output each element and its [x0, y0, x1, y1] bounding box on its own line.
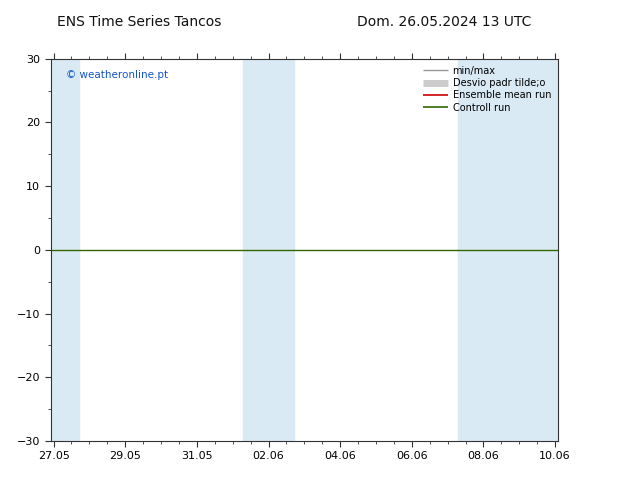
Text: ENS Time Series Tancos: ENS Time Series Tancos: [57, 15, 222, 29]
Text: Dom. 26.05.2024 13 UTC: Dom. 26.05.2024 13 UTC: [356, 15, 531, 29]
Bar: [458, 59, 483, 441]
Legend: min/max, Desvio padr tilde;o, Ensemble mean run, Controll run: min/max, Desvio padr tilde;o, Ensemble m…: [422, 64, 553, 115]
Bar: [51, 59, 79, 441]
Text: © weatheronline.pt: © weatheronline.pt: [66, 70, 168, 80]
Bar: [243, 59, 269, 441]
Bar: [269, 59, 294, 441]
Bar: [483, 59, 558, 441]
